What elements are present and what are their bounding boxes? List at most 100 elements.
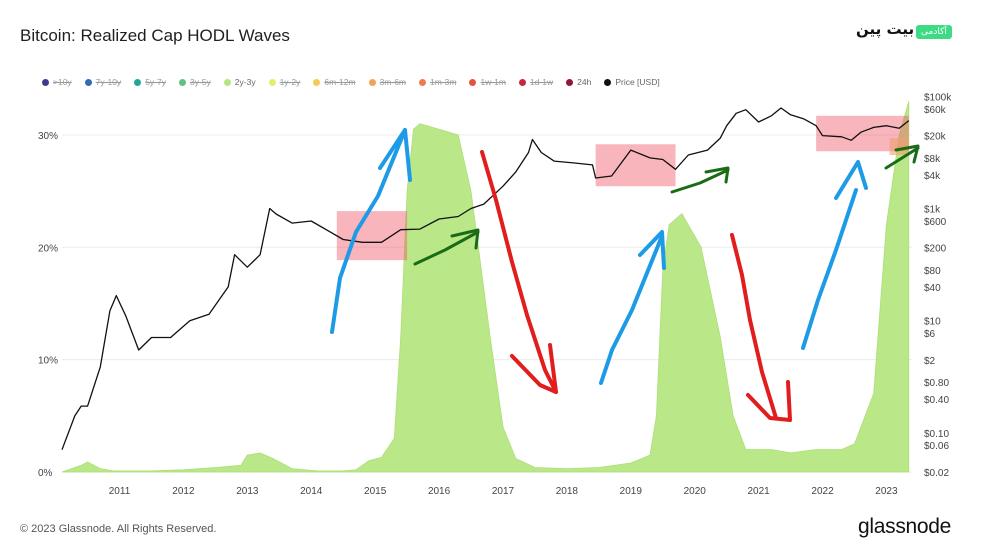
legend-label: 1m-3m xyxy=(430,77,457,87)
series-price-line xyxy=(61,107,910,450)
legend-label: Price [USD] xyxy=(615,77,660,87)
legend-dot-icon xyxy=(268,78,276,86)
legend-item[interactable]: >10y xyxy=(42,75,72,89)
legend-dot-icon xyxy=(42,78,49,86)
x-tick-label: 2015 xyxy=(364,486,387,497)
y-right-tick-label: $4k xyxy=(924,171,941,182)
legend-dot-icon xyxy=(223,78,231,86)
red-down-arrow xyxy=(480,150,558,394)
legend-item[interactable]: 1m-3m xyxy=(419,75,456,89)
x-tick-label: 2019 xyxy=(620,486,643,497)
legend-label: 24h xyxy=(577,77,592,87)
y-right-tick-label: $60k xyxy=(924,105,947,116)
y-right-tick-label: $80 xyxy=(924,266,941,277)
chart-title: Bitcoin: Realized Cap HODL Waves xyxy=(20,26,290,45)
legend-dot-icon xyxy=(469,78,477,86)
legend-dot-icon xyxy=(84,78,92,86)
legend-label: 1y-2y xyxy=(279,77,301,87)
blue-up-arrowhead xyxy=(378,128,412,182)
red-down-arrowhead xyxy=(510,343,558,394)
y-right-tick-label: $200 xyxy=(924,244,947,255)
y-left-ticks: 0% 10% 20% 30% xyxy=(38,131,58,479)
legend-dot-icon xyxy=(178,78,186,86)
y-right-tick-label: $10 xyxy=(924,317,941,328)
x-tick-label: 2020 xyxy=(684,486,707,497)
legend-item[interactable]: 3y-5y xyxy=(178,75,211,89)
legend-label: 1w-1m xyxy=(480,77,506,87)
legend-item[interactable]: 1y-2y xyxy=(268,75,301,89)
y-right-tick-label: $0.40 xyxy=(924,395,949,406)
blue-up-arrowhead xyxy=(834,160,868,200)
legend-item[interactable]: 5y-7y xyxy=(134,75,166,89)
blue-up-arrowhead xyxy=(638,230,666,270)
y-left-tick-label: 30% xyxy=(38,131,58,142)
legend-item[interactable]: 24h xyxy=(566,75,591,89)
green-arrowhead xyxy=(704,166,730,184)
legend-label: 3y-5y xyxy=(189,77,211,87)
legend-item[interactable]: 3m-6m xyxy=(368,75,407,89)
y-right-tick-label: $0.10 xyxy=(924,429,949,440)
y-right-tick-label: $20k xyxy=(924,132,947,143)
y-left-tick-label: 20% xyxy=(38,243,58,254)
highlight-box xyxy=(889,138,909,156)
x-tick-label: 2018 xyxy=(556,486,579,497)
y-right-ticks: $0.02 $0.06$0.10 $0.40 $0.80 $2 $6$10 $40 $80 $2… xyxy=(924,92,952,479)
green-arrow xyxy=(413,230,480,266)
green-arrow xyxy=(670,168,730,194)
x-tick-label: 2021 xyxy=(747,486,770,497)
y-right-tick-label: $600 xyxy=(924,217,947,228)
y-right-tick-label: $40 xyxy=(924,283,941,294)
legend-dot-icon xyxy=(518,78,526,86)
blue-up-arrow xyxy=(330,128,407,334)
legend-dot-icon xyxy=(368,78,376,86)
red-down-arrow xyxy=(730,233,778,420)
x-tick-label: 2016 xyxy=(428,486,451,497)
legend-item[interactable]: 7y-10y xyxy=(84,75,122,89)
legend-dot-icon xyxy=(604,78,612,86)
blue-up-arrow xyxy=(599,234,664,385)
y-left-tick-label: 10% xyxy=(38,356,58,367)
green-arrow xyxy=(884,146,920,170)
annotation-arrows xyxy=(330,128,920,422)
legend-dot-icon xyxy=(313,78,321,86)
y-left-tick-label: 0% xyxy=(38,468,53,479)
brand-logo-text: بیت پین xyxy=(856,20,915,38)
legend-label: 3m-6m xyxy=(379,77,407,87)
glassnode-logo: glassnode xyxy=(858,515,952,538)
legend-label: 6m-12m xyxy=(324,77,356,87)
legend-label: 2y-3y xyxy=(234,77,256,87)
y-right-tick-label: $1k xyxy=(924,205,941,216)
y-right-tick-label: $0.06 xyxy=(924,441,949,452)
y-right-tick-label: $8k xyxy=(924,154,941,165)
legend-label: 1d-1w xyxy=(529,77,554,87)
x-tick-label: 2023 xyxy=(875,486,898,497)
legend-dot-icon xyxy=(134,78,142,86)
legend-item[interactable]: 1d-1w xyxy=(518,75,554,89)
legend-dot-icon xyxy=(419,78,427,86)
y-right-tick-label: $100k xyxy=(924,92,952,103)
highlight-box xyxy=(595,144,676,187)
legend-dot-icon xyxy=(566,78,574,86)
series-area-2y-3y xyxy=(61,101,910,473)
x-tick-label: 2012 xyxy=(172,486,195,497)
copyright-text: © 2023 Glassnode. All Rights Reserved. xyxy=(20,523,217,535)
legend-label: >10y xyxy=(53,77,72,87)
legend-label: 7y-10y xyxy=(95,77,122,87)
x-tick-label: 2011 xyxy=(109,486,131,497)
brand-badge: آکادمی xyxy=(916,25,952,39)
chart-legend: >10y 7y-10y 5y-7y 3y-5y 2y-3y 1y-2y 6m-12m 3m-6… xyxy=(42,75,673,89)
blue-up-arrow xyxy=(801,188,858,350)
legend-item[interactable]: 1w-1m xyxy=(469,75,506,89)
x-tick-label: 2013 xyxy=(236,486,259,497)
x-tick-label: 2017 xyxy=(492,486,515,497)
legend-item[interactable]: 2y-3y xyxy=(223,75,256,89)
legend-item[interactable]: 6m-12m xyxy=(313,75,356,89)
legend-item[interactable]: Price [USD] xyxy=(604,75,660,89)
y-right-tick-label: $0.80 xyxy=(924,378,949,389)
green-arrowhead xyxy=(894,144,920,164)
price-layer xyxy=(61,107,910,450)
y-right-tick-label: $2 xyxy=(924,356,936,367)
x-tick-label: 2022 xyxy=(811,486,834,497)
y-right-tick-label: $0.02 xyxy=(924,468,949,479)
